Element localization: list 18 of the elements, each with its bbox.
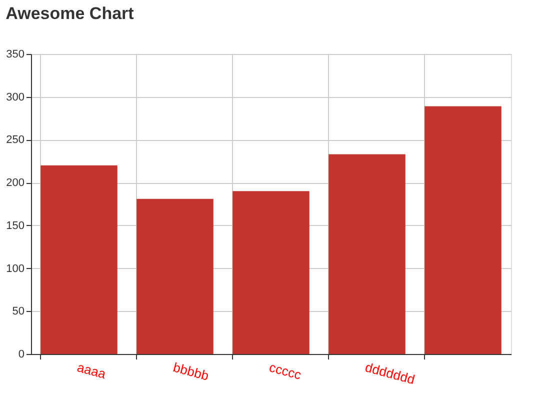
y-tick-label: 350 (6, 48, 24, 60)
y-tick-label: 0 (18, 348, 24, 360)
x-tick-label: ddddddd (364, 360, 416, 388)
chart-title: Awesome Chart (6, 4, 134, 23)
y-tick-label: 300 (6, 91, 24, 104)
bar (424, 106, 502, 354)
y-tick-label: 250 (6, 134, 24, 146)
bar (232, 191, 310, 354)
x-tick-label: ccccc (268, 360, 304, 383)
x-tick-label: bbbbb (172, 360, 210, 384)
y-tick-label: 50 (12, 306, 24, 318)
bar (136, 198, 214, 354)
bar (40, 165, 118, 354)
y-tick-label: 200 (6, 177, 24, 190)
bar (328, 154, 406, 354)
y-tick-label: 150 (6, 220, 24, 232)
y-tick-label: 100 (6, 262, 24, 275)
x-tick-label: aaaa (76, 360, 108, 382)
